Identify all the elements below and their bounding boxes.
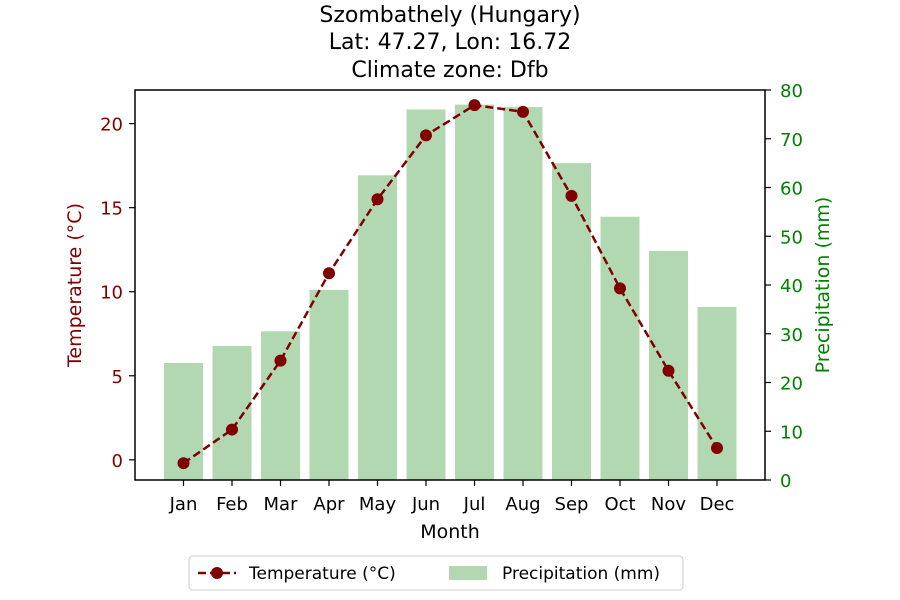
- left-tick-label: 20: [100, 115, 123, 136]
- temperature-point-jan: [177, 457, 190, 470]
- temperature-point-jun: [420, 129, 432, 142]
- right-tick-label: 20: [780, 374, 803, 395]
- chart-title-line-3: Climate zone: Dfb: [351, 58, 548, 83]
- temperature-point-nov: [662, 364, 675, 377]
- x-tick-label: Oct: [604, 494, 635, 515]
- temperature-point-jul: [468, 99, 481, 112]
- right-tick-label: 60: [780, 179, 803, 200]
- right-tick-label: 30: [780, 325, 803, 346]
- x-tick-label: Dec: [700, 494, 735, 515]
- x-tick-label: Mar: [264, 494, 299, 515]
- legend-box: [188, 555, 684, 591]
- temperature-point-may: [371, 193, 384, 206]
- left-tick-label: 5: [112, 367, 123, 388]
- x-axis-label: Month: [420, 521, 480, 543]
- precipitation-bar-may: [358, 175, 397, 480]
- right-tick-label: 70: [780, 130, 803, 151]
- temperature-point-dec: [711, 442, 723, 455]
- x-tick-label: Jan: [169, 494, 198, 515]
- x-tick-label: May: [359, 494, 397, 515]
- precipitation-bar-sep: [552, 163, 591, 480]
- x-tick-label: Jun: [411, 494, 440, 515]
- temperature-line-layer: [177, 99, 723, 470]
- x-tick-label: Sep: [555, 494, 589, 515]
- legend-temperature-marker: [211, 567, 223, 579]
- precipitation-bar-jun: [406, 109, 446, 480]
- precipitation-bar-aug: [503, 107, 543, 480]
- right-tick-label: 10: [780, 422, 803, 443]
- right-axis-label: Precipitation (mm): [812, 197, 834, 374]
- temperature-point-feb: [226, 423, 238, 436]
- temperature-point-aug: [517, 105, 529, 118]
- x-tick-label: Aug: [505, 494, 540, 515]
- left-tick-label: 10: [100, 283, 123, 304]
- right-tick-label: 0: [780, 471, 791, 492]
- right-tick-label: 40: [780, 276, 803, 297]
- x-axis-ticks: Jan Feb Mar Apr May Jun Jul Aug Sep Oct Nov Dec: [169, 480, 735, 515]
- x-tick-label: Feb: [216, 494, 248, 515]
- left-axis-ticks: 0 5 10 15 20: [100, 115, 135, 472]
- chart-title-line-2: Lat: 47.27, Lon: 16.72: [329, 30, 571, 55]
- x-tick-label: Nov: [651, 494, 686, 515]
- temperature-point-oct: [614, 282, 626, 295]
- legend-temperature-label: Temperature (°C): [248, 564, 396, 584]
- left-axis-label: Temperature (°C): [64, 203, 86, 368]
- legend: Temperature (°C) Precipitation (mm): [188, 555, 684, 591]
- chart-title-line-1: Szombathely (Hungary): [319, 3, 580, 28]
- precipitation-bar-oct: [600, 216, 640, 480]
- precipitation-bars: [164, 104, 737, 480]
- right-tick-label: 80: [780, 81, 803, 102]
- temperature-line: [182, 103, 719, 465]
- x-tick-label: Apr: [313, 494, 345, 515]
- temperature-point-sep: [565, 189, 578, 202]
- temperature-point-apr: [323, 267, 335, 280]
- left-tick-label: 15: [100, 199, 123, 220]
- right-axis-ticks: 0 10 20 30 40 50 60 70 80: [765, 81, 803, 492]
- left-tick-label: 0: [112, 451, 123, 472]
- precipitation-bar-jul: [455, 104, 494, 480]
- x-tick-label: Jul: [463, 494, 486, 515]
- legend-precipitation-swatch: [449, 566, 487, 580]
- precipitation-bar-mar: [261, 331, 300, 480]
- precipitation-bar-apr: [309, 289, 349, 480]
- temperature-point-mar: [274, 354, 287, 367]
- right-tick-label: 50: [780, 227, 803, 248]
- legend-precipitation-label: Precipitation (mm): [502, 564, 660, 584]
- precipitation-bar-feb: [212, 345, 252, 480]
